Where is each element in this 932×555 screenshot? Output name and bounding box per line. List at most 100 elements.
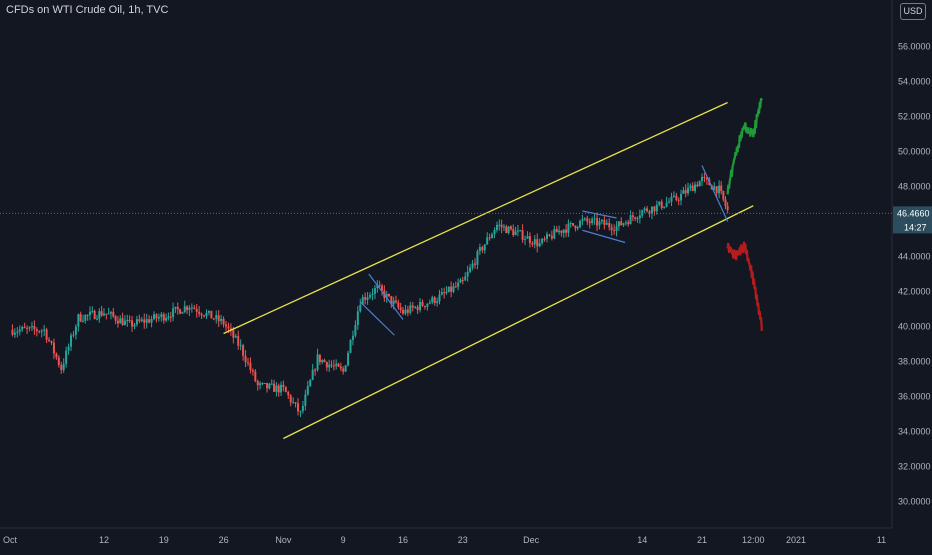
candle [217, 315, 220, 322]
candle [603, 220, 606, 225]
candle [294, 402, 297, 404]
candle [720, 185, 723, 192]
candle [74, 326, 77, 335]
candle [514, 231, 517, 236]
countdown-tag [893, 220, 932, 234]
x-tick-label: 21 [697, 535, 707, 545]
candle [183, 306, 186, 313]
candle [390, 296, 393, 305]
candle [636, 218, 639, 220]
flag-line [582, 210, 617, 219]
candle [116, 320, 119, 324]
candle [33, 326, 36, 330]
candle [531, 242, 534, 245]
candle [165, 317, 168, 321]
candle [600, 220, 603, 222]
candle [461, 279, 464, 281]
candle [95, 318, 98, 320]
candle [488, 237, 491, 239]
candle [411, 305, 414, 308]
candle [399, 307, 402, 310]
flag-line [368, 273, 404, 320]
candle [259, 383, 262, 386]
candle [521, 230, 524, 240]
candle [200, 313, 203, 316]
x-tick-label: 26 [219, 535, 229, 545]
y-tick-label: 42.0000 [898, 287, 931, 297]
candle [660, 201, 663, 208]
candle [541, 238, 544, 244]
candle [579, 220, 582, 228]
candle [131, 320, 134, 327]
candle [543, 238, 546, 240]
candle [553, 229, 556, 239]
y-tick-label: 30.0000 [898, 497, 931, 507]
candle [369, 294, 372, 298]
candle [726, 206, 729, 211]
x-tick-label: Oct [3, 535, 18, 545]
candle [35, 329, 38, 332]
candle [718, 185, 721, 194]
candle [548, 234, 551, 236]
candle [169, 316, 172, 318]
currency-badge[interactable]: USD [900, 3, 926, 20]
candle [495, 224, 498, 230]
candle [114, 316, 117, 321]
candle [665, 202, 668, 207]
candle [356, 311, 359, 326]
candle [469, 267, 472, 272]
candle [366, 297, 369, 300]
candle [528, 236, 531, 243]
candle [371, 293, 374, 295]
candle [150, 319, 153, 323]
candle [591, 219, 594, 224]
y-tick-label: 40.0000 [898, 322, 931, 332]
candle [222, 318, 225, 325]
candle [198, 311, 201, 314]
y-tick-label: 36.0000 [898, 392, 931, 402]
candle [268, 383, 271, 389]
candle [128, 320, 131, 322]
candle [715, 186, 718, 194]
candle [102, 313, 105, 316]
candle [588, 221, 591, 224]
candle [349, 339, 352, 353]
candle [620, 221, 623, 226]
candle [135, 319, 138, 325]
candle [613, 230, 616, 232]
candle [459, 279, 462, 283]
candle [121, 318, 124, 326]
last-price-tag [893, 206, 932, 221]
candle [167, 316, 170, 318]
candle [82, 320, 85, 322]
candle [696, 184, 699, 187]
candle [297, 403, 300, 412]
candle [212, 318, 215, 320]
candle [629, 215, 632, 225]
candle [242, 345, 245, 356]
candle [643, 208, 646, 211]
x-tick-label: 23 [458, 535, 468, 545]
candle [93, 311, 96, 320]
candle [109, 312, 112, 314]
x-tick-label: 9 [341, 535, 346, 545]
y-tick-label: 34.0000 [898, 427, 931, 437]
candle [215, 315, 218, 319]
candle [574, 225, 577, 229]
candle [119, 318, 122, 324]
candle [452, 286, 455, 292]
candle [675, 195, 678, 200]
candle [414, 306, 417, 308]
candle [705, 177, 708, 180]
candle [79, 314, 82, 322]
candle [190, 307, 193, 309]
candle [409, 305, 412, 313]
candle [323, 359, 326, 362]
candle [70, 335, 73, 347]
candle [516, 230, 519, 232]
candle [299, 411, 302, 413]
candle [376, 284, 379, 289]
candle [354, 325, 357, 336]
